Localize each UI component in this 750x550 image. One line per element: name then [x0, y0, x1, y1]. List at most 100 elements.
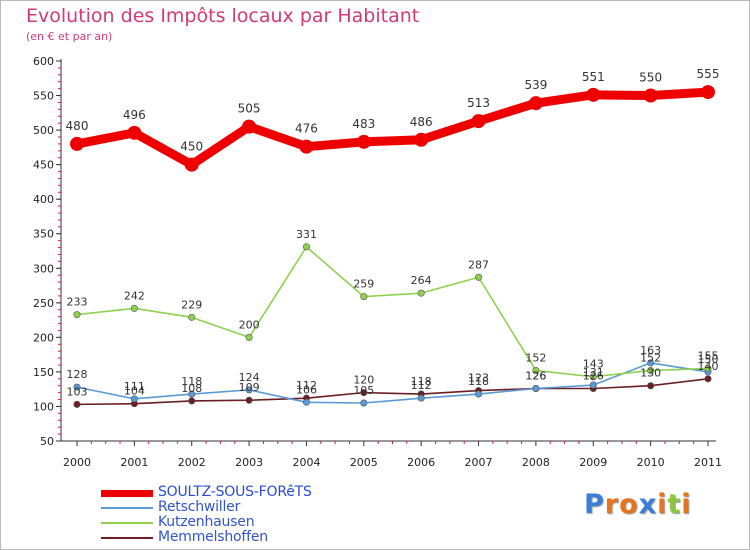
data-label-kutzenhausen: 200	[239, 318, 260, 331]
point-soultz-sous-forets	[184, 157, 199, 172]
point-kutzenhausen	[360, 293, 368, 301]
point-soultz-sous-forets	[299, 139, 314, 154]
legend-item-memmelshoffen: Memmelshoffen	[101, 529, 361, 545]
series-points	[70, 85, 715, 408]
data-label-retschwiller: 128	[67, 368, 88, 381]
chart-axes: 50 100 150 200 250 300 350 400 450 500 550 600 2000 2…	[33, 55, 722, 469]
data-label-kutzenhausen: 155	[698, 349, 719, 362]
legend: SOULTZ-SOUS-FORêTS Retschwiller Kutzenha…	[101, 484, 361, 545]
data-label-retschwiller: 111	[124, 380, 145, 393]
data-label-retschwiller: 124	[239, 371, 260, 384]
data-label-memmelshoffen: 112	[296, 379, 317, 392]
data-label-soultz-sous-forets: 555	[697, 67, 720, 81]
data-label-kutzenhausen: 331	[296, 228, 317, 241]
data-label-soultz-sous-forets: 539	[524, 78, 547, 92]
chart-title: Evolution des Impôts locaux par Habitant	[26, 5, 420, 27]
legend-label-kutzenhausen: Kutzenhausen	[158, 514, 255, 530]
y-tick-label: 350	[33, 228, 54, 241]
brand-letter: i	[657, 489, 668, 520]
x-tick-label: 2002	[178, 456, 206, 469]
data-label-kutzenhausen: 287	[468, 258, 489, 271]
data-label-soultz-sous-forets: 476	[295, 122, 318, 136]
legend-item-soultz: SOULTZ-SOUS-FORêTS	[101, 484, 361, 500]
point-memmelshoffen	[704, 375, 712, 383]
data-label-memmelshoffen: 118	[411, 375, 432, 388]
brand-letter: o	[619, 489, 639, 520]
data-label-memmelshoffen: 123	[468, 372, 489, 385]
data-label-soultz-sous-forets: 550	[639, 71, 662, 85]
legend-swatch-retschwiller	[101, 507, 153, 509]
point-retschwiller	[417, 394, 425, 402]
point-soultz-sous-forets	[643, 88, 658, 103]
point-retschwiller	[532, 384, 540, 392]
point-soultz-sous-forets	[127, 125, 142, 140]
point-kutzenhausen	[589, 373, 597, 381]
data-label-retschwiller: 118	[468, 375, 489, 388]
data-label-soultz-sous-forets: 505	[238, 102, 261, 116]
data-label-retschwiller: 112	[411, 379, 432, 392]
x-tick-label: 2004	[292, 456, 320, 469]
y-tick-label: 100	[33, 400, 54, 413]
x-tick-label: 2011	[694, 456, 722, 469]
data-label-memmelshoffen: 120	[353, 374, 374, 387]
y-tick-label: 450	[33, 159, 54, 172]
point-kutzenhausen	[73, 311, 81, 319]
x-tick-label: 2003	[235, 456, 263, 469]
data-label-kutzenhausen: 143	[583, 358, 604, 371]
point-soultz-sous-forets	[701, 85, 715, 100]
series-line-kutzenhausen	[76, 246, 709, 378]
point-soultz-sous-forets	[70, 136, 84, 151]
brand-letter: P	[584, 489, 605, 520]
data-label-retschwiller: 163	[640, 344, 661, 357]
legend-swatch-memmelshoffen	[101, 537, 153, 539]
point-kutzenhausen	[417, 289, 425, 297]
series-line-memmelshoffen	[76, 378, 709, 406]
data-label-memmelshoffen: 109	[239, 381, 260, 394]
brand-letter: i	[681, 489, 692, 520]
legend-label-soultz: SOULTZ-SOUS-FORêTS	[158, 484, 312, 500]
x-tick-label: 2005	[350, 456, 378, 469]
point-retschwiller	[73, 383, 81, 391]
point-soultz-sous-forets	[586, 87, 601, 102]
x-tick-label: 2001	[120, 456, 148, 469]
data-label-retschwiller: 126	[525, 369, 546, 382]
data-label-memmelshoffen: 130	[640, 367, 661, 380]
legend-item-retschwiller: Retschwiller	[101, 499, 361, 515]
y-tick-label: 600	[33, 55, 54, 68]
point-memmelshoffen	[245, 396, 253, 404]
data-label-soultz-sous-forets: 483	[352, 117, 375, 131]
x-tick-label: 2008	[522, 456, 550, 469]
series-line-retschwiller	[76, 362, 709, 404]
point-memmelshoffen	[360, 389, 368, 397]
brand-letter: t	[667, 489, 682, 520]
series-lines	[72, 87, 713, 406]
point-retschwiller	[647, 359, 655, 367]
legend-swatch-kutzenhausen	[101, 522, 153, 524]
point-soultz-sous-forets	[414, 132, 429, 147]
data-label-memmelshoffen: 140	[698, 360, 719, 373]
legend-swatch-soultz	[101, 489, 153, 497]
data-label-kutzenhausen: 259	[353, 278, 374, 291]
data-label-retschwiller: 118	[181, 375, 202, 388]
point-kutzenhausen	[647, 367, 655, 375]
point-kutzenhausen	[130, 304, 138, 312]
brand-logo: Proxiti	[584, 489, 692, 520]
y-tick-label: 400	[33, 193, 54, 206]
point-retschwiller	[130, 395, 138, 403]
point-kutzenhausen	[532, 367, 540, 375]
x-tick-label: 2006	[407, 456, 435, 469]
point-retschwiller	[188, 390, 196, 398]
point-memmelshoffen	[647, 382, 655, 390]
data-label-memmelshoffen: 104	[124, 385, 145, 398]
point-retschwiller	[475, 390, 483, 398]
data-label-soultz-sous-forets: 496	[123, 108, 146, 122]
y-tick-label: 200	[33, 331, 54, 344]
chart-subtitle: (en € et par an)	[26, 30, 113, 43]
data-labels: 480 496 450 505 476 483 486 513 539 551 550 555 128 1…	[66, 67, 720, 398]
y-tick-label: 500	[33, 124, 54, 137]
data-label-soultz-sous-forets: 513	[467, 96, 490, 110]
point-memmelshoffen	[73, 400, 81, 408]
point-memmelshoffen	[188, 397, 196, 405]
series-line-soultz-sous-forets	[72, 87, 713, 170]
